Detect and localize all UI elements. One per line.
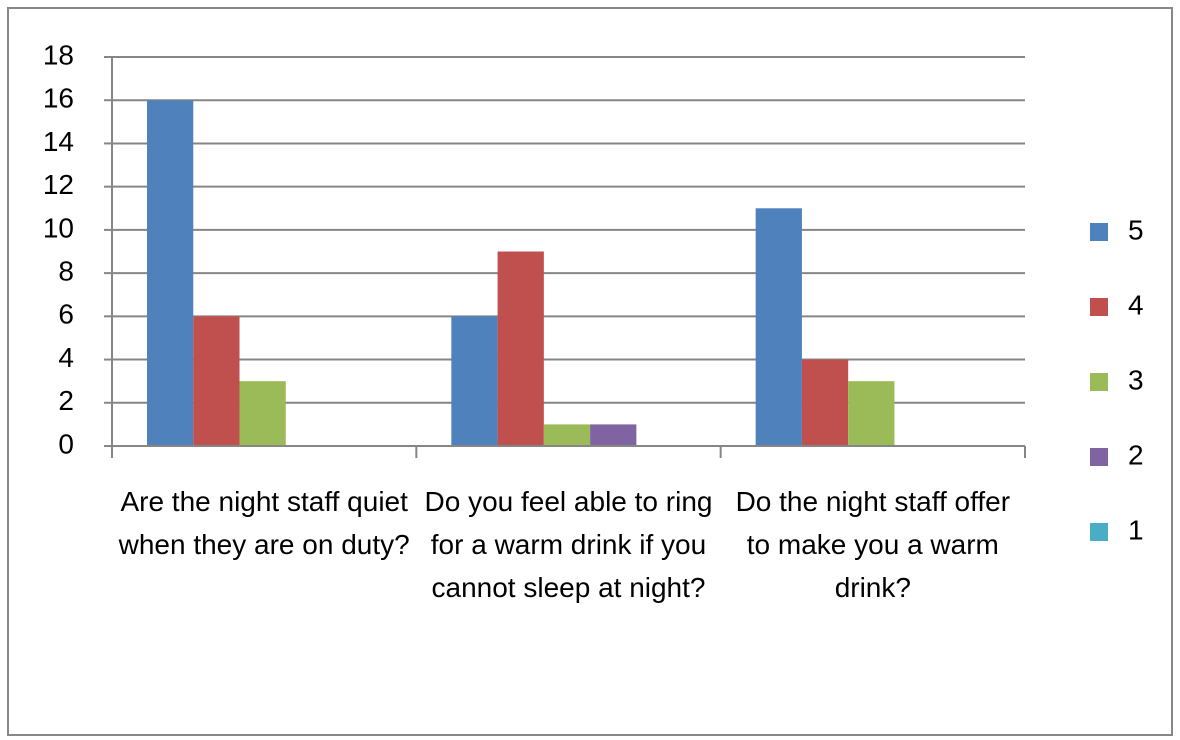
y-tick-label: 16 [43, 83, 74, 114]
y-tick-label: 0 [58, 428, 74, 459]
x-tick-label: Are the night staff quiet when they are … [118, 486, 410, 560]
legend-label: 3 [1128, 364, 1144, 395]
legend-swatch [1090, 448, 1108, 466]
legend-swatch [1090, 523, 1108, 541]
bar [497, 251, 544, 446]
y-tick-label: 14 [43, 126, 74, 157]
legend-swatch [1090, 223, 1108, 241]
x-tick-label: Do the night staff offer to make you a w… [735, 486, 1011, 603]
x-tick-label-box: Are the night staff quiet when they are … [118, 486, 410, 560]
bar [801, 359, 849, 446]
y-tick-label: 8 [58, 256, 74, 287]
y-tick-label: 6 [58, 299, 74, 330]
y-tick-label: 4 [58, 342, 74, 373]
bar [193, 316, 240, 446]
legend-label: 5 [1128, 214, 1144, 245]
bar [543, 424, 591, 446]
legend-swatch [1090, 298, 1108, 316]
bar [451, 316, 498, 446]
y-tick-label: 10 [43, 212, 74, 243]
bar [146, 100, 194, 446]
x-tick-label: Do you feel able to ring for a warm drin… [424, 486, 713, 603]
x-tick-label-box: Do the night staff offer to make you a w… [735, 486, 1011, 603]
x-tick-label-box: Do you feel able to ring for a warm drin… [424, 486, 713, 603]
bar [239, 381, 286, 446]
legend-label: 4 [1128, 289, 1144, 320]
legend-label: 2 [1128, 439, 1144, 470]
legend-swatch [1090, 373, 1108, 391]
bar [755, 208, 802, 446]
y-tick-label: 18 [43, 39, 74, 70]
legend-label: 1 [1128, 514, 1144, 545]
bar [590, 424, 637, 446]
y-tick-label: 2 [58, 385, 74, 416]
bar [848, 381, 895, 446]
y-tick-label: 12 [43, 169, 74, 200]
